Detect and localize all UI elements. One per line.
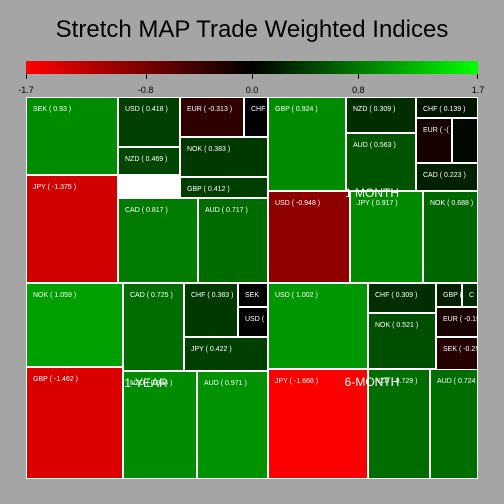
- treemap-cell: [452, 118, 478, 163]
- treemap-cell: GBP (: [436, 283, 462, 307]
- treemap-cell-label: GBP ( -1.462 ): [33, 376, 79, 383]
- treemap-cell-label: CAD ( 0.223 ): [423, 172, 466, 179]
- treemap-cell: AUD ( 0.717 ): [198, 198, 268, 283]
- treemap-cell-label: USD (: [245, 316, 265, 323]
- treemap-cell: AUD ( 0.563 ): [346, 133, 416, 191]
- treemap-cell-label: AUD ( 0.563 ): [353, 142, 396, 149]
- treemap-cell: CHF ( 0.383 ): [184, 283, 238, 337]
- treemap: SEK ( 0.93 ) USD ( 0.418 ) EUR ( -0.313 ) C…: [26, 97, 478, 479]
- treemap-cell-label: SEK: [245, 292, 260, 299]
- treemap-cell: AUD ( 0.724 ): [430, 369, 478, 479]
- treemap-cell-label: SEK ( -0.2!: [443, 346, 478, 353]
- treemap-cell: EUR ( -0.313 ): [180, 97, 244, 137]
- treemap-cell-label: SEK ( 0.93 ): [33, 106, 72, 113]
- treemap-cell: CHF ( 0.139 ): [416, 97, 478, 118]
- treemap-cell-label: EUR ( -(: [423, 127, 449, 134]
- treemap-cell-label: USD ( 1.002 ): [275, 292, 318, 299]
- treemap-cell: C: [462, 283, 478, 307]
- treemap-cell-label: NZD ( 0.469 ): [125, 156, 168, 163]
- colorbar-tick: [252, 74, 253, 79]
- treemap-cell-label: GBP ( 0.412 ): [187, 186, 230, 193]
- treemap-cell: EUR ( -(: [416, 118, 452, 163]
- treemap-cell-label: GBP ( 0.924 ): [275, 106, 318, 113]
- treemap-cell-label: CHF ( 0.383 ): [191, 292, 234, 299]
- colorbar-tick-label: 1.7: [471, 85, 485, 95]
- treemap-cell: NOK ( 0.521 ): [368, 313, 436, 369]
- treemap-cell: GBP ( 0.412 ): [180, 177, 268, 198]
- treemap-cell-label: AUD ( 0.724 ): [437, 378, 478, 385]
- treemap-cell-label: CHF: [251, 106, 266, 113]
- treemap-cell-label: USD ( 0.418 ): [125, 106, 168, 113]
- treemap-cell: GBP ( 0.924 ): [268, 97, 346, 191]
- treemap-cell-label: NOK ( 0.521 ): [375, 322, 419, 329]
- treemap-cell-label: JPY ( -1.375 ): [33, 184, 77, 191]
- treemap-cell-label: CHF ( 0.309 ): [375, 292, 418, 299]
- treemap-cell: USD ( 1.002 ): [268, 283, 368, 369]
- treemap-cell: NZD ( 0.729 ): [368, 369, 430, 479]
- treemap-cell: JPY ( -1.668 ): [268, 369, 368, 479]
- treemap-group-label: 1 MONTH: [345, 186, 399, 200]
- treemap-cell: JPY ( 0.422 ): [184, 337, 268, 371]
- treemap-cell-label: C: [469, 292, 475, 299]
- treemap-cell-label: CAD ( 0.817 ): [125, 207, 168, 214]
- colorbar-tick-label: -0.8: [137, 85, 154, 95]
- treemap-group-label: 3-MONTH: [118, 187, 174, 201]
- treemap-cell-label: JPY ( 0.917 ): [357, 200, 398, 207]
- treemap-cell-label: NZD ( 0.934 ): [130, 380, 173, 387]
- treemap-cell-label: AUD ( 0.971 ): [204, 380, 247, 387]
- treemap-cell-label: NOK ( 0.688 ): [430, 200, 474, 207]
- treemap-cell-label: EUR ( -0.313 ): [187, 106, 233, 113]
- treemap-cell-label: NZD ( 0.729 ): [375, 378, 418, 385]
- treemap-cell-label: CAD ( 0.725 ): [130, 292, 173, 299]
- treemap-cell: NOK ( 0.688 ): [423, 191, 478, 283]
- treemap-cell-label: NZD ( 0.309 ): [353, 106, 396, 113]
- colorbar-tick: [358, 74, 360, 79]
- treemap-cell: NZD ( 0.469 ): [118, 147, 180, 175]
- colorbar: [26, 61, 478, 74]
- treemap-cell-label: AUD ( 0.717 ): [205, 207, 248, 214]
- treemap-cell-label: CHF ( 0.139 ): [423, 106, 466, 113]
- treemap-group-label: 1-YEAR: [124, 376, 168, 390]
- treemap-cell: USD (: [238, 307, 268, 337]
- treemap-cell: NZD ( 0.309 ): [346, 97, 416, 133]
- colorbar-tick-label: 0.0: [245, 85, 259, 95]
- treemap-cell-label: EUR ( -0.1!: [443, 316, 478, 323]
- treemap-cell-label: GBP (: [443, 292, 462, 299]
- treemap-cell-label: JPY ( 0.422 ): [191, 346, 232, 353]
- treemap-cell: JPY ( -1.375 ): [26, 175, 118, 283]
- treemap-group-label: 6-MONTH: [344, 375, 400, 389]
- treemap-cell: CAD ( 0.725 ): [123, 283, 184, 371]
- colorbar-tick: [477, 74, 478, 79]
- treemap-cell: JPY ( 0.917 ): [350, 191, 423, 283]
- treemap-cell: CHF ( 0.309 ): [368, 283, 436, 313]
- treemap-cell-label: NOK ( 0.383 ): [187, 146, 231, 153]
- treemap-cell: USD ( 0.418 ): [118, 97, 180, 147]
- treemap-cell: CHF: [244, 97, 268, 137]
- treemap-cell: GBP ( -1.462 ): [26, 367, 123, 479]
- treemap-cell: AUD ( 0.971 ): [197, 371, 268, 479]
- treemap-cell: EUR ( -0.1!: [436, 307, 478, 337]
- colorbar-tick: [145, 74, 147, 79]
- treemap-cell: USD ( -0.948 ): [268, 191, 350, 283]
- colorbar-tick-label: 0.8: [352, 85, 365, 95]
- treemap-cell: CAD ( 0.817 ): [118, 198, 198, 283]
- treemap-cell: CAD ( 0.223 ): [416, 163, 478, 191]
- colorbar-tick: [26, 74, 27, 79]
- treemap-cell-label: NOK ( 1.059 ): [33, 292, 77, 299]
- treemap-cell: NZD ( 0.934 ): [123, 371, 197, 479]
- chart-title: Stretch MAP Trade Weighted Indices: [55, 16, 449, 43]
- treemap-cell: SEK: [238, 283, 268, 307]
- treemap-cell-label: USD ( -0.948 ): [275, 200, 321, 207]
- treemap-cell: NOK ( 0.383 ): [180, 137, 268, 177]
- colorbar-tick-label: -1.7: [18, 85, 34, 95]
- treemap-cell: NOK ( 1.059 ): [26, 283, 123, 367]
- treemap-cell-label: JPY ( -1.668 ): [275, 378, 319, 385]
- treemap-cell: SEK ( 0.93 ): [26, 97, 118, 175]
